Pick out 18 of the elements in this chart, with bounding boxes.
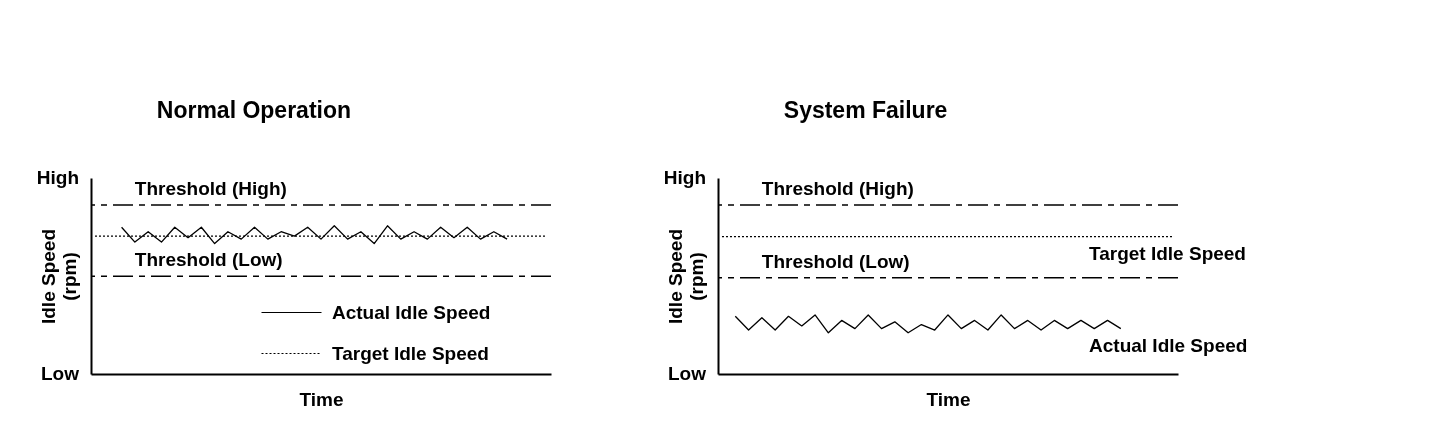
chart-title: Normal Operation [156,97,352,123]
text: Low [41,363,80,384]
legend-label: Target Idle Speed [332,342,489,364]
chart-title: System Failure [783,97,948,123]
x-axis-title: Time [299,388,344,410]
text: Low [668,363,707,384]
x-axis-title: Time [926,388,971,410]
y-axis-title: Idle Speed (rpm) [664,228,707,325]
ref-line-label: Threshold (High) [761,178,914,200]
ref-line-label: Threshold (Low) [761,250,910,272]
legend-label: Actual Idle Speed [332,301,491,323]
series-label: Target Idle Speed [1089,242,1246,264]
ref-line-label: Threshold (High) [134,178,287,200]
y-axis-title: Idle Speed (rpm) [37,228,80,325]
ref-line-label: Threshold (Low) [134,249,283,271]
text: High [36,167,79,188]
text: High [663,167,706,188]
series-label: Actual Idle Speed [1089,334,1248,356]
